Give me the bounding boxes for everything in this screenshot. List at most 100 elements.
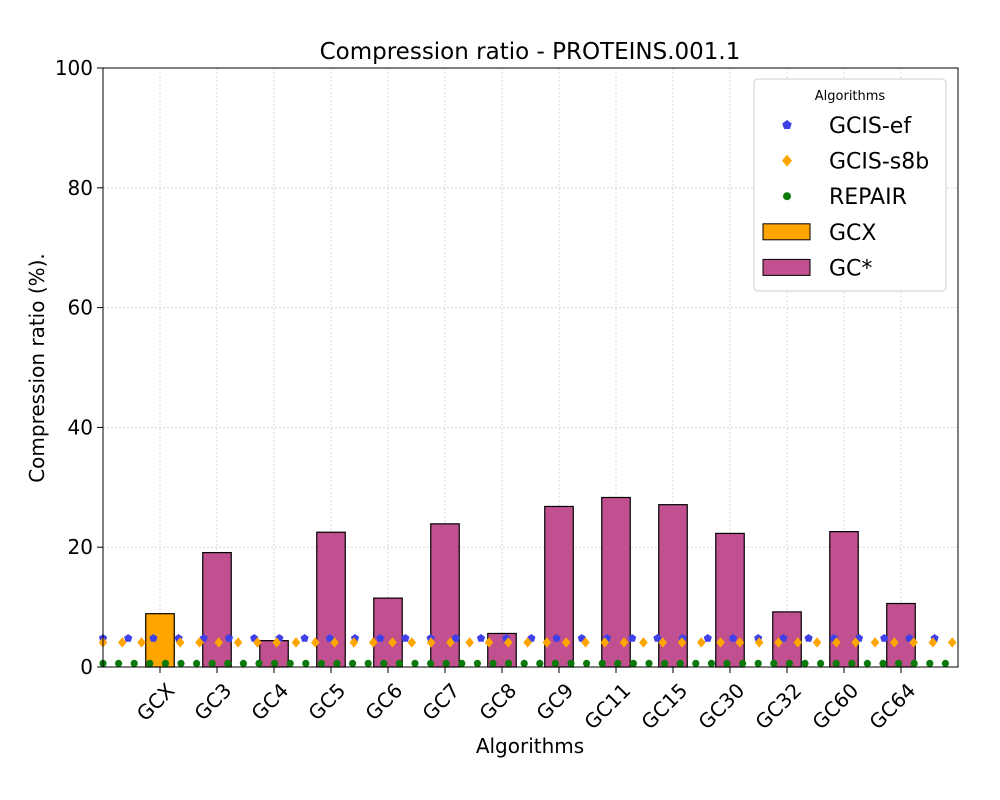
marker-gcis-ef — [124, 633, 133, 642]
marker-repair — [458, 659, 466, 668]
marker-gcis-s8b — [214, 637, 224, 648]
marker-gcis-ef — [552, 633, 561, 642]
marker-gcis-s8b — [195, 637, 204, 648]
x-tick-label: GC15 — [636, 678, 692, 734]
marker-gcis-s8b — [330, 637, 339, 648]
marker-gcis-s8b — [349, 637, 359, 648]
marker-gcis-s8b — [851, 637, 860, 648]
marker-gcis-s8b — [137, 637, 146, 648]
marker-repair — [380, 659, 388, 668]
marker-repair — [208, 659, 216, 668]
y-tick-label: 20 — [68, 535, 93, 559]
marker-repair — [536, 659, 544, 668]
marker-gcis-s8b — [291, 637, 301, 648]
marker-gcis-s8b — [118, 637, 127, 648]
marker-repair — [676, 659, 684, 668]
marker-gcis-s8b — [233, 637, 243, 648]
legend-marker-gcis-s8b — [782, 154, 792, 167]
marker-repair — [910, 659, 918, 668]
marker-repair — [520, 659, 528, 668]
legend-marker-repair — [783, 192, 791, 201]
marker-gcis-s8b — [465, 637, 474, 648]
marker-gcis-s8b — [793, 637, 803, 648]
y-tick-label: 80 — [68, 176, 93, 200]
marker-repair — [707, 659, 716, 668]
marker-repair — [629, 659, 638, 668]
marker-gcis-s8b — [446, 637, 455, 648]
marker-gcis-s8b — [697, 637, 706, 648]
marker-gcis-ef — [779, 633, 788, 642]
y-axis-ticks: 0 20 40 60 80 100 — [55, 56, 103, 679]
y-tick-label: 40 — [68, 415, 93, 439]
y-tick-label: 60 — [68, 296, 93, 320]
marker-gcis-s8b — [947, 637, 957, 648]
marker-gcis-s8b — [812, 637, 822, 648]
marker-repair — [941, 659, 950, 668]
marker-repair — [130, 659, 138, 668]
x-axis-ticks: GCX GC3 GC4 GC5 GC6 GC7 GC8 GC9 GC11 GC15 GC30 GC32… — [132, 667, 920, 734]
marker-gcis-s8b — [407, 637, 417, 648]
marker-repair — [692, 659, 700, 668]
marker-repair — [146, 659, 154, 668]
marker-repair — [333, 659, 341, 668]
marker-repair — [785, 659, 794, 668]
marker-gcis-s8b — [600, 637, 610, 648]
bar-gc60 — [829, 531, 859, 668]
marker-gcis-s8b — [658, 637, 667, 648]
marker-gcis-s8b — [426, 637, 436, 648]
marker-gcis-s8b — [754, 637, 764, 648]
marker-gcis-s8b — [561, 637, 571, 648]
marker-gcis-s8b — [619, 637, 629, 648]
marker-gcis-ef — [325, 633, 334, 642]
marker-repair — [863, 659, 872, 668]
x-tick-label: GC4 — [246, 678, 293, 725]
marker-gcis-ef — [703, 633, 712, 642]
legend-label: REPAIR — [829, 185, 907, 210]
marker-repair — [271, 659, 279, 668]
marker-gcis-ef — [653, 633, 662, 642]
marker-repair — [473, 659, 481, 668]
marker-repair — [598, 659, 606, 668]
marker-gcis-ef — [199, 633, 208, 642]
marker-repair — [115, 659, 123, 668]
marker-gcis-s8b — [735, 637, 745, 648]
marker-repair — [614, 659, 622, 668]
marker-repair — [427, 659, 435, 668]
marker-repair — [302, 659, 310, 668]
legend-marker-gcis-ef — [782, 120, 792, 130]
marker-gcis-ef — [804, 633, 813, 642]
marker-repair — [161, 659, 169, 668]
x-tick-label: GC8 — [474, 678, 521, 725]
marker-repair — [801, 659, 809, 668]
marker-gcis-s8b — [388, 637, 397, 648]
marker-repair — [177, 659, 185, 668]
bar-gc5 — [316, 531, 346, 668]
marker-gcis-s8b — [175, 637, 185, 648]
legend-label: GC* — [829, 256, 872, 281]
marker-gcis-s8b — [504, 637, 513, 648]
marker-gcis-s8b — [909, 637, 918, 648]
marker-gcis-ef — [905, 633, 914, 642]
marker-repair — [317, 659, 325, 668]
marker-gcis-s8b — [870, 637, 880, 648]
marker-repair — [364, 659, 372, 668]
marker-repair — [411, 659, 419, 668]
marker-repair — [895, 659, 903, 668]
legend: Algorithms GCIS-ef GCIS-s8b REPAIR GCX GC* — [753, 78, 947, 292]
marker-repair — [723, 659, 731, 668]
marker-repair — [770, 659, 778, 668]
x-tick-label: GC6 — [360, 678, 407, 725]
x-tick-label: GC60 — [807, 678, 863, 734]
marker-repair — [567, 659, 575, 668]
x-tick-label: GCX — [132, 678, 180, 726]
x-tick-label: GC7 — [417, 678, 464, 725]
legend-label: GCIS-ef — [829, 114, 912, 139]
marker-repair — [817, 659, 825, 668]
marker-gcis-ef — [149, 633, 158, 642]
x-tick-label: GC11 — [579, 678, 635, 734]
marker-gcis-ef — [376, 633, 385, 642]
marker-gcis-s8b — [716, 637, 725, 648]
legend-label: GCX — [829, 221, 876, 246]
x-tick-label: GC9 — [531, 678, 578, 725]
